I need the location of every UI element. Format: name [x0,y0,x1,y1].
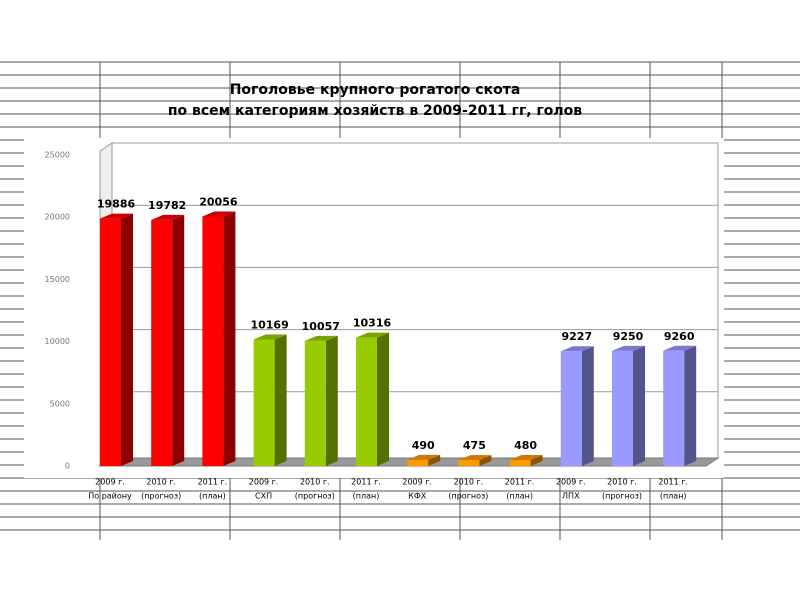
bar-side [325,335,338,466]
x-tick-label: КФХ [408,492,427,501]
data-label: 20056 [199,196,238,209]
chart-title: Поголовье крупного рогатого скота [230,82,521,98]
bar-front [304,340,326,466]
bar-top [253,334,287,340]
bar-top [100,213,133,219]
x-tick-label: (прогноз) [141,492,181,501]
y-tick-label: 5000 [50,399,70,408]
bar-side [684,345,697,466]
bar-top [612,345,645,351]
x-tick-label: По району [88,492,132,501]
data-label: 10057 [302,320,340,333]
data-label: 9227 [561,330,592,343]
x-tick-label: 2011 г. [351,478,381,487]
x-tick-label: 2011 г. [505,478,535,487]
bar-top [560,346,594,352]
bar-front [509,460,531,466]
data-label: 490 [412,439,435,452]
x-tick-label: 2011 г. [198,478,228,487]
bar-side [223,211,236,466]
x-tick-label: (прогноз) [295,492,335,501]
x-tick-label: СХП [255,492,272,501]
x-tick-label: (план) [506,492,533,501]
x-tick-label: (прогноз) [448,492,488,501]
bar-top [151,214,185,220]
x-tick-label: 2010 г. [300,478,330,487]
bar-side [479,455,492,466]
y-tick-label: 0 [65,462,70,471]
y-tick-label: 10000 [45,337,70,346]
bar [151,214,185,466]
x-tick-label: (план) [199,492,226,501]
bar [100,213,133,466]
x-tick-label: 2011 г. [658,478,688,487]
bar-top [407,454,441,460]
bar-front [407,459,429,466]
bar-top [509,455,543,461]
bar [663,345,697,466]
bar [202,211,236,466]
bar-side [633,345,645,466]
bar [560,346,594,466]
x-tick-label: (план) [353,492,380,501]
bar-side [530,455,543,466]
data-label: 10316 [353,317,392,330]
bar-front [356,337,377,466]
x-tick-label: 2010 г. [454,478,484,487]
bar-top [304,335,338,341]
bar [304,335,338,466]
bar [509,455,543,466]
bar-top [356,332,389,338]
x-tick-label: 2009 г. [95,478,125,487]
bar-side [121,213,133,466]
data-label: 9260 [664,330,695,343]
bar-front [612,350,633,466]
chart-title: по всем категориям хозяйств в 2009-2011 … [168,103,582,119]
bar-top [663,345,697,351]
bar-top [202,211,236,217]
bar-side [581,346,594,466]
x-tick-label: (прогноз) [602,492,642,501]
bar [253,334,287,466]
bar-front [202,216,224,466]
bar [458,455,492,466]
y-tick-label: 20000 [45,213,70,222]
bar-side [428,454,441,466]
bar [612,345,645,466]
bar-front [663,350,685,466]
bar-side [172,214,185,466]
bar-front [253,339,275,466]
data-label: 9250 [613,330,644,343]
data-label: 19782 [148,199,186,212]
data-label: 19886 [97,198,136,211]
bar-front [100,218,121,466]
bar-front [458,460,480,466]
bar-side [377,332,389,466]
bar-front [151,219,173,466]
bar-side [274,334,287,466]
y-tick-label: 25000 [45,151,70,160]
bar-front [560,351,582,466]
x-tick-label: 2009 г. [402,478,432,487]
x-tick-label: ЛПХ [562,492,580,501]
bar [407,454,441,466]
x-tick-label: (план) [660,492,687,501]
x-tick-label: 2010 г. [607,478,637,487]
data-label: 10169 [250,318,288,331]
x-tick-label: 2010 г. [146,478,176,487]
bar-top [458,455,492,461]
x-tick-label: 2009 г. [249,478,279,487]
y-tick-label: 15000 [45,275,70,284]
data-label: 480 [514,439,537,452]
x-tick-label: 2009 г. [556,478,586,487]
data-label: 475 [463,439,486,452]
bar [356,332,389,466]
